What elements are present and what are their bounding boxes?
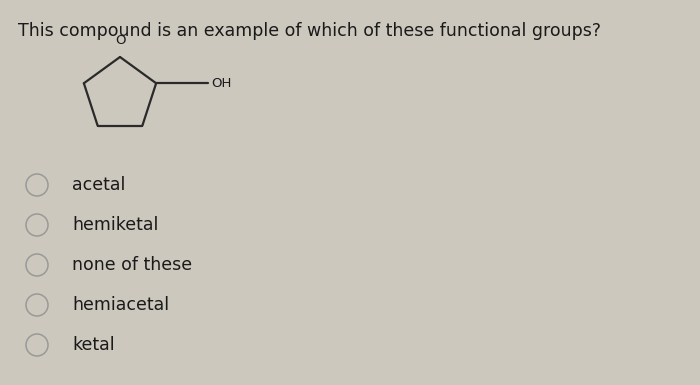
Text: acetal: acetal	[72, 176, 125, 194]
Text: hemiketal: hemiketal	[72, 216, 158, 234]
Text: OH: OH	[211, 77, 232, 90]
Text: hemiacetal: hemiacetal	[72, 296, 169, 314]
Text: none of these: none of these	[72, 256, 192, 274]
Text: ketal: ketal	[72, 336, 115, 354]
Text: This compound is an example of which of these functional groups?: This compound is an example of which of …	[18, 22, 601, 40]
Text: O: O	[115, 34, 125, 47]
